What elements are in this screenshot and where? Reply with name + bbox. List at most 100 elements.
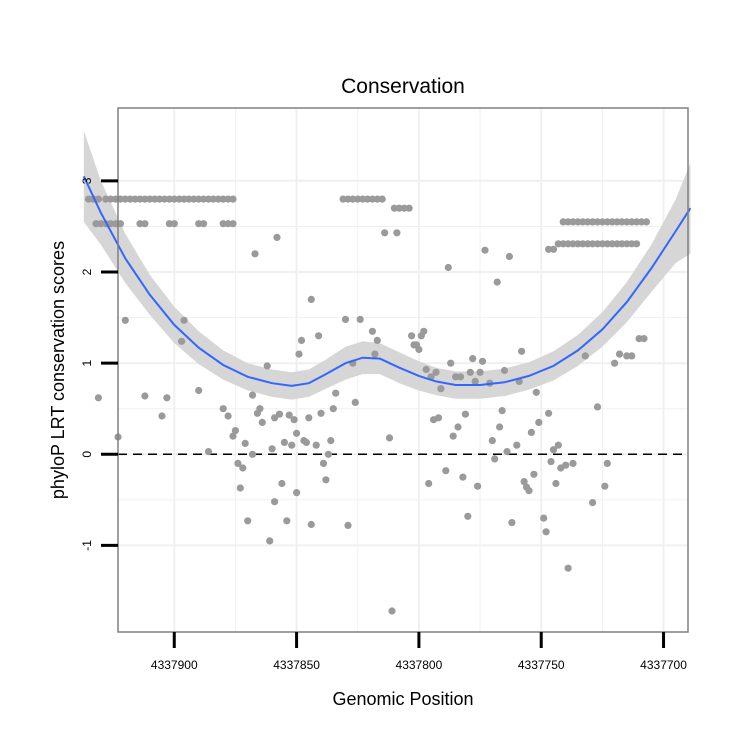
- data-point: [229, 220, 237, 228]
- data-point: [280, 438, 288, 446]
- data-point: [293, 429, 301, 437]
- data-point: [271, 498, 279, 506]
- x-tick-label: 4337800: [396, 658, 443, 672]
- data-point: [371, 350, 379, 358]
- data-point: [469, 355, 477, 363]
- data-point: [405, 204, 413, 212]
- data-point: [461, 410, 469, 418]
- data-point: [248, 391, 257, 399]
- data-point: [593, 403, 602, 411]
- data-point: [471, 377, 479, 385]
- data-point: [341, 315, 350, 323]
- data-point: [444, 263, 452, 272]
- data-point: [530, 470, 538, 478]
- data-point: [393, 229, 401, 237]
- data-point: [290, 416, 298, 424]
- data-point: [278, 479, 286, 488]
- x-tick-label: 4337700: [640, 658, 687, 672]
- data-point: [381, 229, 389, 237]
- data-point: [327, 437, 335, 445]
- data-point: [163, 394, 171, 402]
- data-point: [478, 357, 487, 365]
- data-point: [351, 398, 359, 406]
- y-tick-label: 3: [80, 177, 94, 184]
- data-point: [520, 478, 528, 486]
- data-point: [456, 373, 465, 381]
- data-points: [85, 195, 651, 615]
- data-point: [628, 352, 636, 360]
- data-point: [324, 450, 332, 458]
- data-point: [508, 519, 516, 527]
- data-point: [195, 386, 203, 395]
- data-point: [500, 366, 509, 375]
- data-point: [415, 345, 423, 354]
- data-point: [569, 459, 577, 467]
- data-point: [273, 233, 281, 241]
- data-point: [603, 459, 611, 467]
- x-axis-ticks: 4337900 4337850 4337800 4337750 4337700: [151, 632, 687, 672]
- data-point: [525, 487, 533, 495]
- data-point: [615, 350, 624, 358]
- data-point: [611, 359, 619, 367]
- data-point: [425, 479, 433, 488]
- data-point: [547, 458, 555, 466]
- y-tick-label: 2: [80, 268, 94, 275]
- data-point: [505, 252, 513, 261]
- data-point: [496, 423, 504, 431]
- data-point: [447, 359, 455, 367]
- data-point: [204, 448, 213, 456]
- data-point: [481, 246, 489, 254]
- data-point: [329, 405, 337, 413]
- data-point: [319, 459, 328, 467]
- data-point: [388, 607, 396, 615]
- data-point: [263, 362, 271, 370]
- data-point: [378, 195, 386, 203]
- data-point: [219, 405, 227, 413]
- y-tick-label: 1: [80, 360, 94, 367]
- y-tick-label: -1: [80, 540, 94, 551]
- x-tick-label: 4337750: [518, 658, 565, 672]
- data-point: [488, 437, 496, 445]
- data-point: [283, 517, 291, 525]
- data-point: [141, 220, 149, 228]
- data-point: [498, 407, 506, 415]
- data-point: [474, 482, 482, 490]
- data-point: [434, 414, 443, 422]
- data-point: [94, 195, 102, 203]
- data-point: [589, 499, 597, 507]
- data-point: [422, 365, 430, 374]
- data-point: [535, 418, 543, 426]
- data-point: [542, 528, 550, 536]
- data-point: [549, 446, 558, 454]
- data-point: [545, 409, 553, 417]
- data-point: [601, 482, 609, 490]
- data-point: [275, 410, 284, 418]
- data-point: [476, 368, 484, 376]
- data-point: [493, 278, 501, 286]
- data-point: [642, 218, 651, 226]
- data-point: [454, 423, 462, 431]
- data-point: [344, 521, 352, 530]
- data-point: [307, 520, 315, 529]
- data-point: [322, 476, 330, 484]
- data-point: [449, 432, 457, 440]
- data-point: [307, 295, 315, 303]
- data-point: [554, 441, 562, 449]
- data-point: [385, 434, 394, 442]
- data-point: [297, 336, 306, 344]
- data-point: [549, 245, 558, 253]
- data-point: [251, 250, 259, 258]
- data-point: [581, 352, 589, 360]
- data-point: [564, 564, 572, 572]
- data-point: [518, 347, 526, 355]
- data-point: [442, 467, 450, 475]
- data-point: [373, 336, 381, 344]
- data-point: [302, 438, 310, 446]
- data-point: [236, 484, 244, 492]
- data-point: [229, 432, 237, 440]
- data-point: [527, 428, 536, 436]
- data-point: [437, 385, 445, 393]
- data-point: [312, 441, 320, 449]
- y-axis-ticks: -1 0 1 2 3: [80, 177, 118, 551]
- data-point: [180, 316, 188, 324]
